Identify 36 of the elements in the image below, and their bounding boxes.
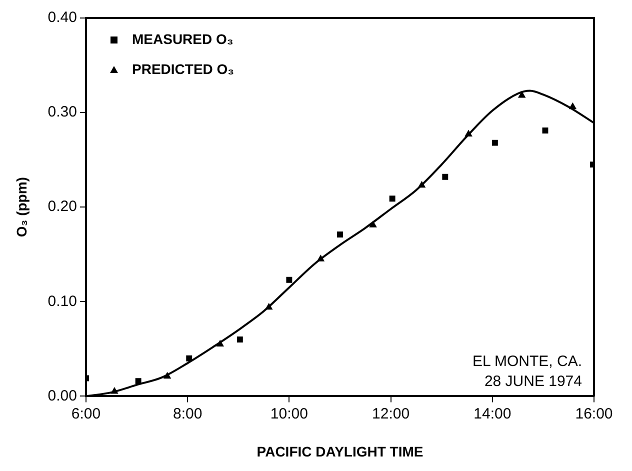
x-tick-label: 8:00 xyxy=(172,405,202,422)
y-tick-label: 0.20 xyxy=(48,198,77,216)
point xyxy=(110,387,118,394)
point xyxy=(286,276,292,283)
x-tick-label: 12:00 xyxy=(372,405,410,422)
point xyxy=(518,92,526,98)
y-tick-label: 0.10 xyxy=(48,292,77,310)
point xyxy=(418,181,426,188)
annotation: EL MONTE, CA. xyxy=(472,353,582,370)
point xyxy=(389,196,396,202)
point xyxy=(164,372,171,379)
point xyxy=(337,232,343,238)
point xyxy=(492,140,498,146)
point xyxy=(216,340,224,346)
x-tick-label: 16:00 xyxy=(575,405,613,422)
y-tick-label: 0.30 xyxy=(48,104,77,121)
legend-label: MEASURED O₃ xyxy=(132,30,234,47)
y-axis-title: O₃ (ppm) xyxy=(13,177,30,238)
y-tick-label: 0.40 xyxy=(48,9,77,26)
point xyxy=(317,255,324,262)
annotation: 28 JUNE 1974 xyxy=(484,373,582,390)
point xyxy=(442,174,448,180)
point xyxy=(186,355,192,362)
point xyxy=(369,221,377,228)
point xyxy=(464,130,472,137)
x-tick-label: 14:00 xyxy=(474,405,512,422)
point xyxy=(265,303,272,310)
point xyxy=(542,128,548,134)
y-tick-label: 0.00 xyxy=(48,387,77,404)
x-axis-title: PACIFIC DAYLIGHT TIME xyxy=(256,443,424,460)
x-tick-label: 6:00 xyxy=(71,405,101,422)
point xyxy=(135,378,142,384)
point xyxy=(569,102,576,110)
legend-label: PREDICTED O₃ xyxy=(132,60,234,77)
point xyxy=(236,336,243,342)
x-tick-label: 10:00 xyxy=(270,405,308,422)
